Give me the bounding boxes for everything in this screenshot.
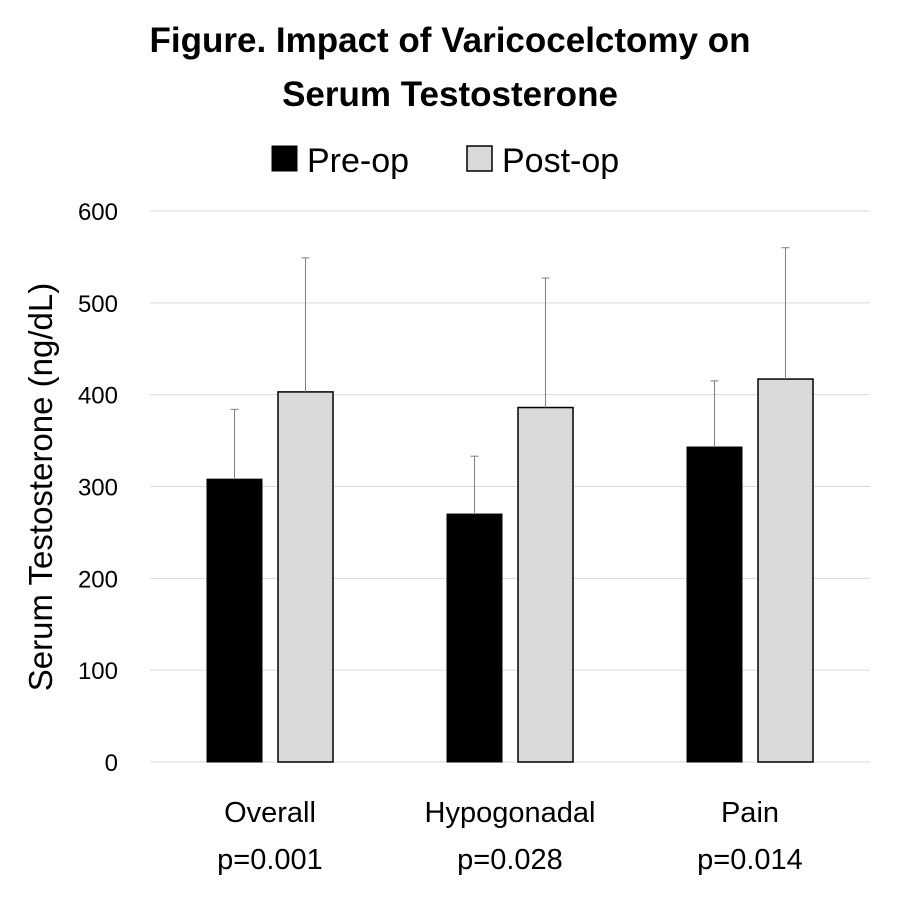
bar-post-op-hypogonadal (517, 406, 574, 763)
y-axis-ticks: 0 100 200 300 400 500 600 (78, 199, 118, 777)
bar-post-op-overall (277, 391, 334, 763)
y-tick-label: 200 (78, 566, 118, 593)
bar-pre-op-pain (686, 446, 743, 763)
category-label: Pain (721, 797, 779, 829)
legend: Pre-op Post-op (271, 142, 619, 180)
chart-title-line-1: Figure. Impact of Varicocelctomy on (150, 21, 751, 60)
bars (206, 378, 814, 763)
y-tick-label: 400 (78, 383, 118, 410)
legend-label-pre-op: Pre-op (307, 142, 409, 180)
legend-label-post-op: Post-op (502, 142, 619, 180)
x-axis-categories: Overall p=0.001 Hypogonadal p=0.028 Pain p=0.… (217, 797, 803, 876)
bar-post-op-pain (757, 378, 814, 763)
legend-swatch-pre-op (271, 145, 298, 172)
y-axis-label: Serum Testosterone (ng/dL) (22, 283, 59, 691)
bar-pre-op-overall (206, 478, 263, 763)
legend-swatch-post-op (466, 145, 493, 172)
chart-title-line-2: Serum Testosterone (282, 75, 618, 114)
y-tick-label: 600 (78, 199, 118, 226)
y-tick-label: 100 (78, 658, 118, 685)
gridlines (150, 210, 870, 763)
category-label: Overall (224, 797, 316, 829)
error-bars (230, 247, 790, 515)
bar-pre-op-hypogonadal (446, 513, 503, 763)
y-tick-label: 0 (105, 750, 118, 777)
category-label: Hypogonadal (425, 797, 596, 829)
category-p-value: p=0.014 (697, 844, 803, 876)
category-p-value: p=0.028 (457, 844, 563, 876)
category-p-value: p=0.001 (217, 844, 323, 876)
y-tick-label: 300 (78, 475, 118, 502)
y-tick-label: 500 (78, 291, 118, 318)
